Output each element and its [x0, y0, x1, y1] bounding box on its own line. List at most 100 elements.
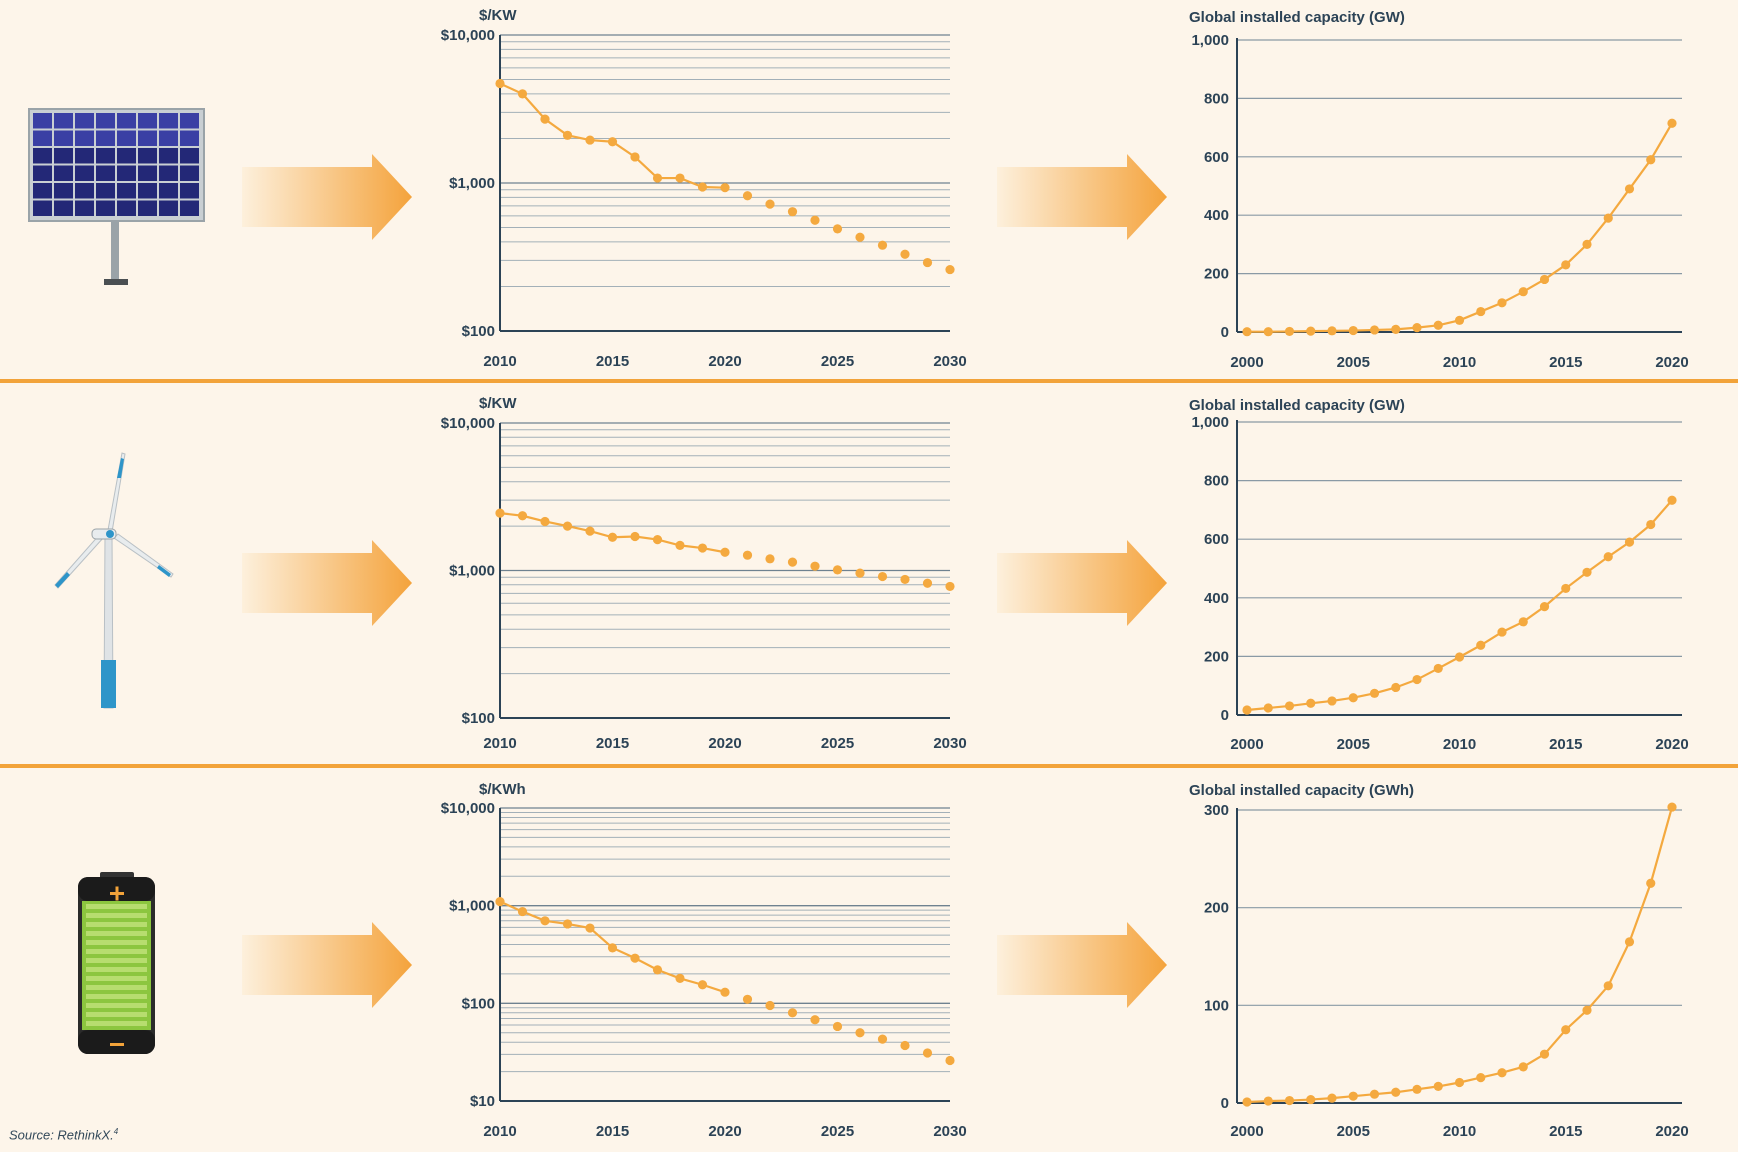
solar-cell	[96, 200, 115, 216]
x-tick-label: 2010	[483, 1123, 516, 1140]
data-point	[1667, 495, 1677, 505]
solar-cell	[75, 148, 94, 164]
solar-cell	[96, 183, 115, 199]
data-point	[765, 1000, 775, 1011]
data-point	[697, 182, 708, 192]
data-point	[1412, 1084, 1422, 1094]
solar-cell	[180, 130, 199, 146]
data-point	[877, 571, 888, 582]
solar-cell	[117, 165, 136, 181]
data-point	[562, 919, 573, 929]
data-point	[540, 916, 550, 926]
row-divider-2	[0, 764, 1738, 768]
y-axis-title: Global installed capacity (GW)	[1189, 9, 1405, 26]
cost-chart-3: $10 $100 $1,000 $10,000 2010 2015 2020 2025 2030…	[441, 781, 967, 1140]
data-point	[1497, 298, 1507, 308]
series-line	[499, 82, 726, 189]
solar-base	[104, 279, 128, 285]
solar-cell	[54, 183, 73, 199]
y-tick-label: $10,000	[441, 800, 495, 817]
data-point	[1667, 802, 1677, 812]
data-point	[832, 224, 843, 234]
data-point	[630, 531, 640, 542]
solar-cell	[33, 165, 52, 181]
data-point	[1454, 1077, 1465, 1088]
data-point	[810, 561, 820, 571]
cost-chart-2: $100 $1,000 $10,000 2010 2015 2020 2025 2030 $/K…	[441, 395, 967, 752]
data-point	[742, 550, 753, 560]
y-tick-label: 800	[1204, 473, 1229, 490]
solar-cell	[54, 165, 73, 181]
y-tick-label: 800	[1204, 90, 1229, 107]
data-point	[1412, 674, 1422, 685]
x-tick-label: 2010	[1443, 1123, 1476, 1140]
data-point	[1263, 703, 1273, 713]
y-tick-label: $10,000	[441, 27, 495, 44]
x-tick-label: 2020	[1655, 736, 1688, 753]
x-tick-label: 2005	[1337, 736, 1370, 753]
y-tick-label: 600	[1204, 531, 1229, 548]
data-point	[787, 557, 798, 567]
cost-chart-1: $100 $1,000 $10,000 2010 2015 2020 2025 2030 $/K…	[441, 7, 967, 370]
data-point	[1518, 1062, 1528, 1072]
solar-cell	[75, 165, 94, 181]
solar-pole	[111, 218, 119, 282]
data-point	[832, 1021, 843, 1032]
battery-stripe	[86, 967, 147, 972]
data-point	[1646, 878, 1656, 888]
arrow-capacity-1	[997, 154, 1167, 240]
data-point	[1476, 640, 1486, 650]
data-point	[1348, 693, 1358, 703]
data-point	[1391, 1087, 1401, 1097]
solar-cell	[159, 130, 178, 146]
data-point	[1476, 306, 1486, 317]
x-tick-label: 2030	[933, 353, 966, 370]
y-tick-label: $10	[470, 1093, 495, 1110]
y-tick-label: 0	[1221, 707, 1229, 724]
x-tick-label: 2000	[1230, 736, 1263, 753]
solar-cell	[33, 130, 52, 146]
x-tick-label: 2010	[1443, 736, 1476, 753]
turbine-blade-tip	[55, 572, 70, 588]
source-note: Source: RethinkX.4	[9, 1127, 118, 1142]
data-point	[1561, 260, 1571, 270]
solar-panel-icon	[28, 108, 205, 285]
battery-stripe	[86, 1012, 147, 1017]
y-tick-label: 0	[1221, 324, 1229, 341]
data-point	[1369, 688, 1380, 698]
y-axis-title: Global installed capacity (GWh)	[1189, 782, 1414, 799]
solar-cell	[33, 183, 52, 199]
y-tick-label: 200	[1204, 900, 1229, 917]
data-point	[1497, 1068, 1507, 1078]
data-point	[1603, 552, 1613, 562]
x-tick-label: 2015	[596, 735, 629, 752]
y-axis-title: $/KWh	[479, 781, 526, 798]
x-tick-label: 2005	[1337, 1123, 1370, 1140]
data-point	[540, 516, 550, 527]
x-tick-label: 2005	[1337, 354, 1370, 371]
y-tick-label: 1,000	[1191, 32, 1229, 49]
battery-icon	[78, 872, 155, 1054]
solar-cell	[75, 113, 94, 129]
y-tick-label: $10,000	[441, 415, 495, 432]
y-tick-label: $1,000	[449, 898, 495, 915]
data-point	[720, 183, 730, 193]
x-tick-label: 2010	[483, 735, 516, 752]
data-point	[1561, 583, 1571, 594]
solar-cell	[138, 200, 157, 216]
x-tick-label: 2000	[1230, 354, 1263, 371]
data-point	[1667, 118, 1677, 128]
battery-stripe	[86, 940, 147, 945]
data-point	[675, 540, 685, 550]
solar-cell	[180, 200, 199, 216]
solar-cell	[96, 148, 115, 164]
data-point	[922, 257, 933, 268]
y-tick-label: 1,000	[1191, 414, 1229, 431]
data-point	[877, 240, 888, 250]
data-point	[517, 89, 528, 99]
battery-stripe	[86, 922, 147, 927]
arrow-cost-2	[242, 540, 412, 626]
data-point	[675, 173, 685, 183]
